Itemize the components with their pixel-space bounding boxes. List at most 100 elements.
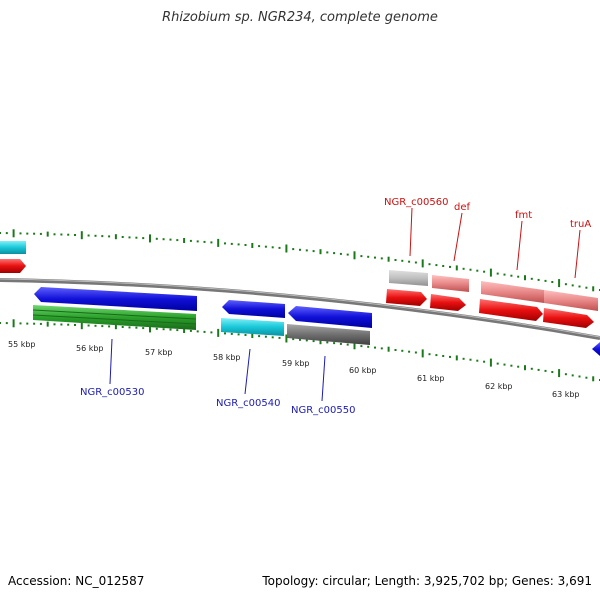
gene-label-NGR_c00550[interactable]: NGR_c00550 bbox=[291, 405, 356, 416]
ruler-tick bbox=[564, 283, 567, 286]
ruler-tick bbox=[333, 342, 336, 345]
ruler-tick bbox=[483, 360, 486, 363]
ruler-tick bbox=[374, 346, 376, 349]
gene-gray-light[interactable] bbox=[389, 270, 428, 286]
ruler-tick bbox=[292, 248, 295, 251]
ruler-tick bbox=[108, 235, 111, 238]
ruler-tick bbox=[346, 343, 349, 346]
ruler-tick bbox=[387, 346, 390, 352]
ruler-tick bbox=[524, 365, 526, 371]
ruler-tick bbox=[12, 229, 15, 238]
ruler-tick bbox=[305, 249, 308, 252]
ruler-tick bbox=[155, 327, 158, 330]
ruler-tick bbox=[326, 251, 329, 254]
ruler-tick bbox=[278, 336, 281, 339]
gene-fmt[interactable] bbox=[479, 299, 543, 321]
ruler-tick bbox=[237, 333, 240, 336]
gene-NGR_c00550[interactable] bbox=[288, 306, 372, 328]
ruler-tick bbox=[12, 319, 15, 328]
gene-red-partial[interactable] bbox=[0, 259, 26, 273]
ruler-tick bbox=[26, 322, 29, 325]
ruler-tick bbox=[483, 270, 486, 273]
ruler-tick bbox=[19, 322, 22, 325]
ruler-tick bbox=[60, 323, 63, 326]
ruler-tick bbox=[401, 259, 404, 262]
ruler-label: 60 kbp bbox=[349, 366, 377, 375]
ruler-tick bbox=[224, 242, 226, 245]
ruler-tick bbox=[503, 273, 506, 276]
map-title: Rhizobium sp. NGR234, complete genome bbox=[162, 10, 438, 25]
ruler-tick bbox=[571, 374, 574, 377]
ruler-tick bbox=[592, 376, 595, 382]
ruler-tick bbox=[26, 232, 29, 235]
ruler-tick bbox=[176, 329, 179, 332]
ruler-tick bbox=[162, 238, 165, 241]
gene-label-NGR_c00530[interactable]: NGR_c00530 bbox=[80, 387, 145, 398]
ruler-tick bbox=[462, 357, 465, 360]
ruler-tick bbox=[183, 328, 186, 333]
ruler-tick bbox=[53, 233, 56, 236]
gene-NGR_c00540[interactable] bbox=[222, 300, 285, 318]
ruler-tick bbox=[230, 242, 233, 245]
gene-NGR_c00550-cds[interactable] bbox=[287, 324, 370, 345]
ruler-tick bbox=[530, 367, 533, 370]
ruler-tick bbox=[196, 330, 199, 333]
ruler-tick bbox=[0, 232, 1, 234]
ruler-tick bbox=[203, 240, 206, 243]
gene-truA[interactable] bbox=[543, 308, 594, 328]
ruler-tick bbox=[19, 232, 22, 235]
ruler-tick bbox=[128, 326, 131, 329]
ruler-tick bbox=[455, 265, 458, 271]
ruler-tick bbox=[108, 325, 111, 328]
ruler-labels: 55 kbp 56 kbp 57 kbp 58 kbp 59 kbp 60 kb… bbox=[8, 340, 580, 399]
ruler-tick bbox=[39, 322, 42, 325]
gene-blue-partial[interactable] bbox=[592, 342, 600, 356]
ruler-tick bbox=[408, 350, 411, 353]
ruler-tick bbox=[360, 345, 363, 348]
ruler-tick bbox=[353, 341, 356, 350]
gene-label-def[interactable]: def bbox=[454, 202, 471, 213]
ruler-tick bbox=[176, 239, 179, 242]
ruler-tick bbox=[74, 324, 76, 326]
ruler-tick bbox=[585, 376, 588, 379]
gene-label-fmt[interactable]: fmt bbox=[515, 210, 532, 221]
gene-def[interactable] bbox=[430, 294, 466, 311]
gene-NGR_c00530-cds[interactable] bbox=[33, 305, 196, 330]
ruler-label: 62 kbp bbox=[485, 382, 513, 391]
gene-NGR_c00540-cds[interactable] bbox=[221, 318, 284, 336]
ruler-label: 56 kbp bbox=[76, 344, 104, 353]
ruler-tick bbox=[449, 355, 451, 358]
gene-NGR_c00530[interactable] bbox=[34, 287, 197, 311]
ruler-tick bbox=[544, 279, 547, 282]
ruler-tick bbox=[121, 326, 124, 328]
ruler-tick bbox=[114, 234, 117, 240]
ruler-tick bbox=[476, 359, 479, 362]
gene-truA-pseudo[interactable] bbox=[544, 290, 598, 311]
ruler-tick bbox=[394, 349, 397, 351]
ruler-tick bbox=[94, 324, 97, 327]
gene-fmt-pseudo[interactable] bbox=[481, 281, 544, 303]
gene-cyan-partial[interactable] bbox=[0, 241, 26, 254]
gene-NGR_c00560[interactable] bbox=[386, 289, 427, 306]
ruler-tick bbox=[87, 234, 90, 237]
gene-label-truA[interactable]: truA bbox=[570, 219, 591, 230]
ruler-tick bbox=[558, 369, 561, 378]
ruler-tick bbox=[183, 238, 186, 243]
gene-label-NGR_c00540[interactable]: NGR_c00540 bbox=[216, 398, 281, 409]
ruler-tick bbox=[271, 336, 274, 339]
ruler-tick bbox=[74, 234, 76, 236]
gene-label-NGR_c00560[interactable]: NGR_c00560 bbox=[384, 197, 449, 208]
ruler-tick bbox=[251, 243, 254, 248]
ruler-tick bbox=[544, 369, 547, 372]
ruler-label: 59 kbp bbox=[282, 359, 310, 368]
ruler-tick bbox=[585, 286, 588, 289]
ruler-tick bbox=[469, 268, 472, 271]
ruler-tick bbox=[353, 251, 356, 260]
ruler-tick bbox=[326, 341, 329, 344]
gene-def-pseudo[interactable] bbox=[432, 275, 469, 292]
ruler-tick bbox=[305, 339, 308, 342]
ruler-tick bbox=[264, 245, 267, 248]
ruler-tick bbox=[537, 278, 540, 281]
ruler-tick bbox=[67, 323, 70, 326]
